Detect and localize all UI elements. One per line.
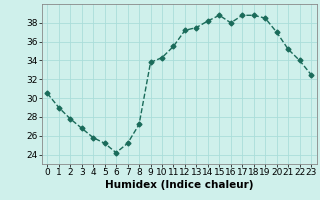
X-axis label: Humidex (Indice chaleur): Humidex (Indice chaleur): [105, 180, 253, 190]
